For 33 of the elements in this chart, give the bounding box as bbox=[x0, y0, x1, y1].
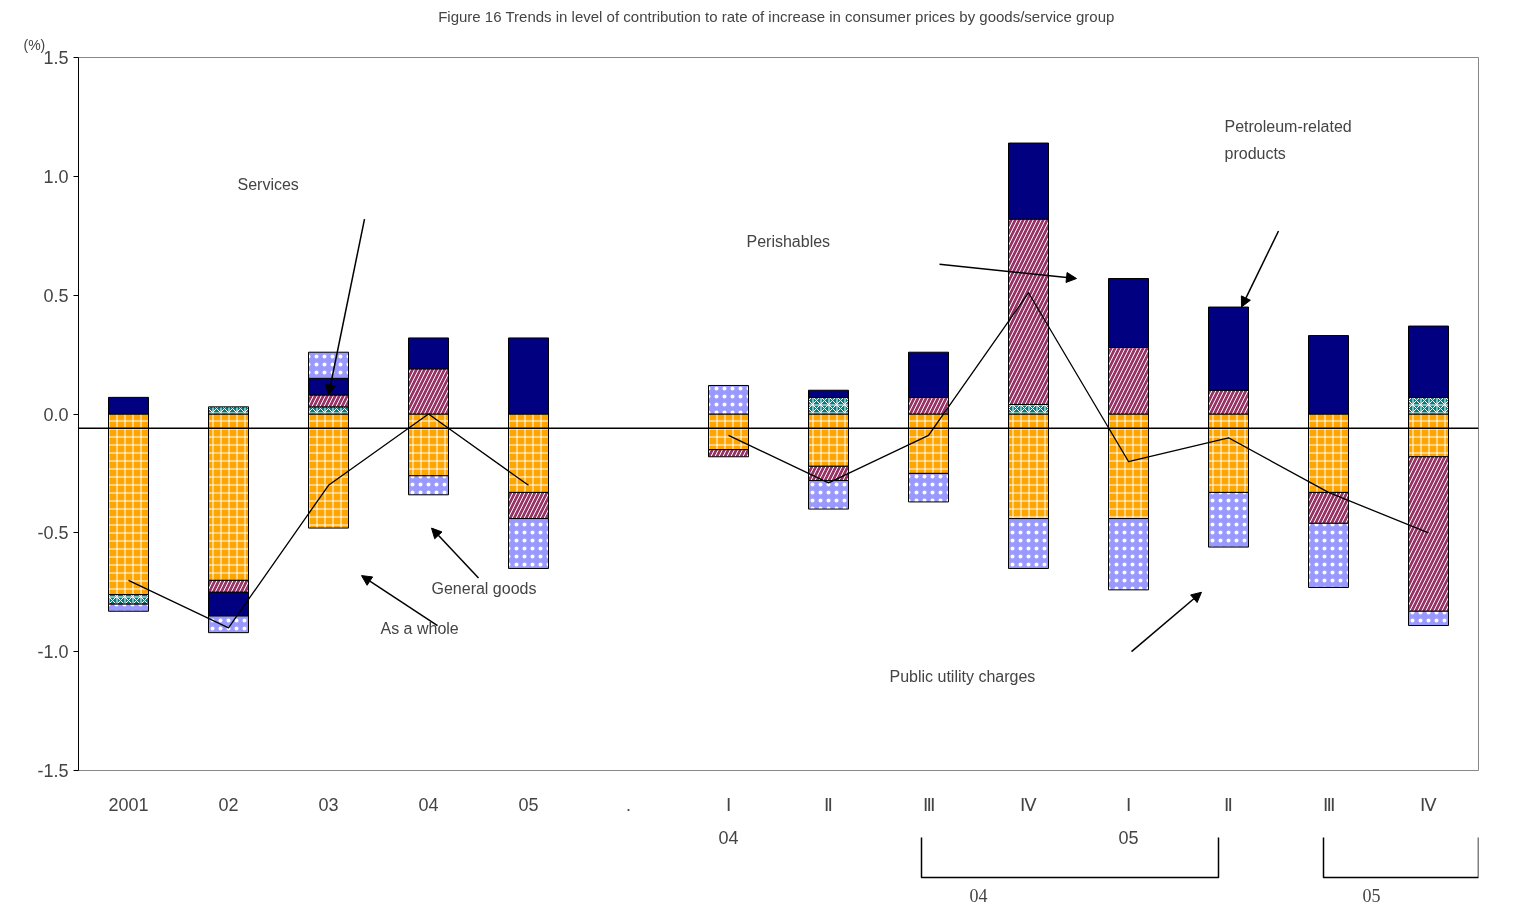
y-tick-label: -1.5 bbox=[37, 761, 69, 781]
chart-title: Figure 16 Trends in level of contribution to rate of increase in consumer prices by goods/service group bbox=[438, 7, 1115, 25]
x-tick-label: Ⅰ bbox=[726, 794, 731, 815]
x-tick-label: Ⅱ bbox=[1224, 794, 1233, 815]
y-tick-label: 1.0 bbox=[43, 166, 69, 187]
annotation: Services bbox=[237, 175, 299, 193]
x-tick-label: Ⅳ bbox=[1420, 794, 1437, 815]
x-tick-label: . bbox=[626, 794, 632, 815]
x-tick-label: Ⅲ bbox=[1322, 794, 1335, 815]
annotation: Petroleum-related products bbox=[1224, 117, 1352, 163]
y-tick-label: -0.5 bbox=[37, 523, 69, 544]
x-tick-label: 02 bbox=[218, 794, 239, 815]
x-tick-label: 03 bbox=[318, 794, 339, 815]
x-tick-label: Ⅳ bbox=[1020, 794, 1037, 815]
text: 04 bbox=[969, 885, 988, 906]
text: 05 bbox=[1118, 827, 1139, 848]
x-tick-label: 2001 bbox=[108, 794, 149, 815]
y-tick-label: 1.5 bbox=[43, 48, 69, 68]
text: 05 bbox=[1362, 885, 1381, 906]
y-tick-label: -1.0 bbox=[37, 642, 69, 663]
x-tick-label: Ⅱ bbox=[824, 794, 833, 815]
y-tick-label: 0.0 bbox=[43, 404, 69, 425]
y-tick-label: 0.5 bbox=[43, 285, 69, 306]
x-tick-label: 05 bbox=[518, 794, 539, 815]
x-tick-label: Ⅲ bbox=[922, 794, 935, 815]
text: 04 bbox=[718, 827, 739, 848]
x-tick-label: 04 bbox=[418, 794, 439, 815]
annotation: General goods bbox=[431, 580, 537, 597]
annotation: As a whole bbox=[380, 620, 459, 638]
y-axis-title: (%) bbox=[23, 36, 46, 53]
annotation: Public utility charges bbox=[889, 667, 1036, 685]
annotation: Perishables bbox=[746, 233, 831, 251]
x-tick-label: Ⅰ bbox=[1126, 794, 1131, 815]
